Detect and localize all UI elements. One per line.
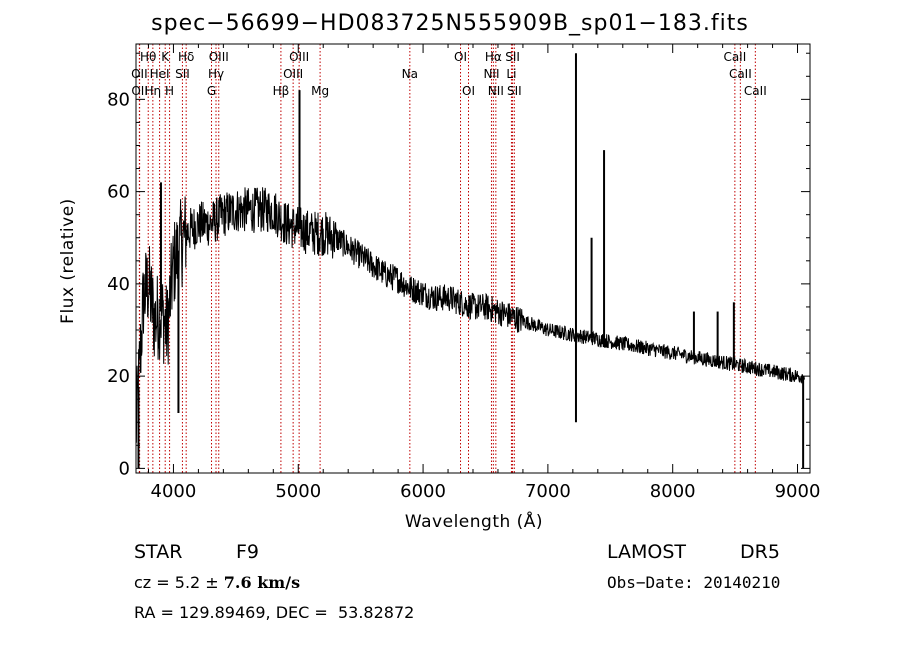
y-tick-label: 80: [107, 89, 130, 110]
y-tick-label: 60: [107, 182, 130, 203]
line-marker-label: K: [161, 50, 170, 64]
line-marker-label: Mg: [311, 84, 329, 98]
observation-date: Obs−Date: 20140210: [607, 573, 781, 592]
y-tick-label: 0: [119, 458, 130, 479]
line-marker-label: Na: [402, 67, 418, 81]
survey-name: LAMOST: [607, 541, 687, 563]
line-marker-label: Li: [506, 67, 516, 81]
line-marker-label: OIII: [289, 50, 309, 64]
object-type: STAR: [134, 541, 183, 563]
line-marker-label: Hβ: [273, 84, 290, 98]
line-marker-label: OIII: [209, 50, 229, 64]
line-marker-label: CaII: [729, 67, 752, 81]
plot-frame: [135, 43, 811, 474]
line-marker-label: OII: [131, 84, 148, 98]
line-marker-label: Hη: [145, 84, 162, 98]
spectrum-trace: [135, 187, 805, 443]
cz-error: 7.6 km/s: [223, 573, 301, 592]
y-tick-label: 20: [107, 366, 130, 387]
coordinates: RA = 129.89469, DEC = 53.82872: [134, 603, 415, 622]
line-marker-label: Hθ: [140, 50, 156, 64]
line-marker-label: OI: [454, 50, 467, 64]
line-marker-label: H: [165, 84, 174, 98]
data-release: DR5: [740, 541, 780, 563]
line-marker-label: OII: [131, 67, 148, 81]
line-marker-label: NII: [483, 67, 499, 81]
line-marker-label: SII: [505, 50, 520, 64]
line-marker-label: OIII: [283, 67, 303, 81]
line-marker-label: G: [207, 84, 216, 98]
y-tick-label: 40: [107, 274, 130, 295]
line-marker-label: Hγ: [208, 67, 224, 81]
x-tick-label: 7000: [525, 481, 571, 502]
line-marker-label: Hδ: [178, 50, 194, 64]
line-marker-label: NII: [488, 84, 504, 98]
line-marker-label: SII: [175, 67, 190, 81]
chart-title: spec−56699−HD083725N555909B_sp01−183.fit…: [151, 11, 749, 36]
line-marker-label: CaII: [744, 84, 767, 98]
x-tick-label: 5000: [275, 481, 321, 502]
x-tick-label: 8000: [650, 481, 696, 502]
line-marker-label: HeI: [150, 67, 170, 81]
line-marker-label: SII: [507, 84, 522, 98]
line-marker-label: Hα: [485, 50, 502, 64]
line-marker-label: CaII: [723, 50, 746, 64]
x-tick-label: 4000: [151, 481, 197, 502]
y-axis-label: Flux (relative): [58, 198, 78, 324]
x-tick-label: 6000: [400, 481, 446, 502]
cz-value: cz = 5.2 ±: [134, 573, 224, 592]
redshift-readout: cz = 5.2 ± 7.6 km/s: [134, 575, 300, 591]
line-marker-label: OI: [462, 84, 475, 98]
object-subclass: F9: [236, 541, 260, 563]
x-tick-label: 9000: [775, 481, 821, 502]
x-axis-label: Wavelength (Å): [404, 512, 544, 532]
